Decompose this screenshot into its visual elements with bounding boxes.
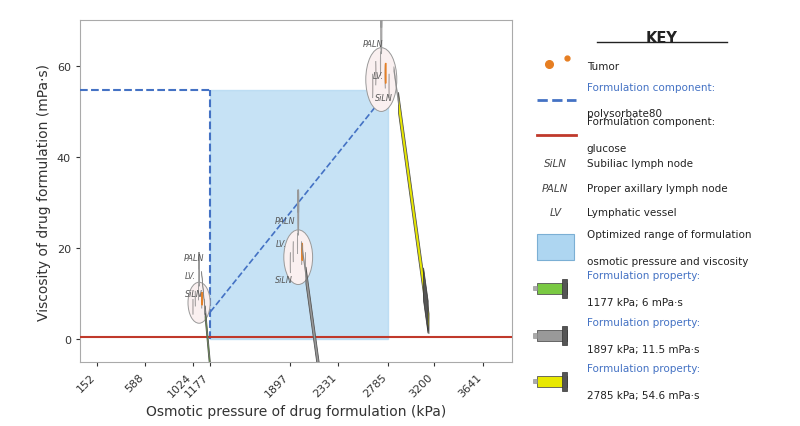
Bar [302, 242, 306, 278]
Text: polysorbate80: polysorbate80 [586, 109, 662, 119]
Text: osmotic pressure and viscosity: osmotic pressure and viscosity [586, 256, 748, 266]
Text: Formulation component:: Formulation component: [586, 82, 715, 92]
Text: Optimized range of formulation: Optimized range of formulation [586, 230, 751, 239]
Bar [533, 334, 538, 338]
Text: LV: LV [550, 208, 562, 218]
Bar [306, 267, 335, 426]
Text: Lymphatic vessel: Lymphatic vessel [586, 208, 676, 218]
Bar [533, 287, 538, 291]
Bar [562, 372, 566, 391]
Ellipse shape [366, 49, 397, 112]
Text: Subiliac lymph node: Subiliac lymph node [586, 159, 693, 169]
Bar [394, 67, 398, 106]
Text: SiLN: SiLN [374, 94, 393, 103]
Text: Formulation property:: Formulation property: [586, 271, 700, 280]
Text: KEY: KEY [646, 31, 678, 46]
Text: Formulation component:: Formulation component: [586, 117, 715, 127]
Text: Proper axillary lymph node: Proper axillary lymph node [586, 184, 727, 193]
Text: Tumor: Tumor [586, 62, 618, 72]
FancyBboxPatch shape [530, 0, 794, 426]
Bar [538, 283, 567, 294]
Bar [538, 235, 574, 261]
Text: PALN: PALN [184, 253, 205, 262]
Y-axis label: Viscosity of drug formulation (mPa·s): Viscosity of drug formulation (mPa·s) [38, 63, 51, 320]
Bar [423, 268, 428, 334]
Ellipse shape [284, 230, 313, 285]
Text: 1177 kPa; 6 mPa·s: 1177 kPa; 6 mPa·s [586, 297, 682, 307]
Bar [398, 93, 429, 334]
Circle shape [381, 7, 382, 55]
Text: LV.: LV. [276, 239, 287, 248]
Bar [562, 326, 566, 345]
Text: PALN: PALN [363, 40, 383, 49]
Text: SiLN: SiLN [275, 276, 293, 285]
Bar [202, 272, 205, 314]
Text: Formulation property:: Formulation property: [586, 317, 700, 328]
Bar [562, 279, 566, 298]
Bar [538, 376, 567, 387]
X-axis label: Osmotic pressure of drug formulation (kPa): Osmotic pressure of drug formulation (kP… [146, 404, 446, 417]
Bar [210, 91, 389, 340]
Text: SiLN: SiLN [186, 289, 203, 299]
Text: glucose: glucose [586, 144, 627, 153]
Bar [538, 330, 567, 341]
Text: PALN: PALN [542, 184, 569, 193]
Text: Formulation property:: Formulation property: [586, 363, 700, 373]
Text: SiLN: SiLN [544, 159, 567, 169]
Text: LV.: LV. [186, 271, 196, 280]
Ellipse shape [188, 282, 210, 323]
Text: 2785 kPa; 54.6 mPa·s: 2785 kPa; 54.6 mPa·s [586, 390, 699, 400]
Text: LV.: LV. [373, 71, 383, 81]
Bar [533, 380, 538, 383]
Bar [205, 306, 229, 426]
Text: 1897 kPa; 11.5 mPa·s: 1897 kPa; 11.5 mPa·s [586, 344, 699, 354]
Text: PALN: PALN [275, 217, 295, 226]
